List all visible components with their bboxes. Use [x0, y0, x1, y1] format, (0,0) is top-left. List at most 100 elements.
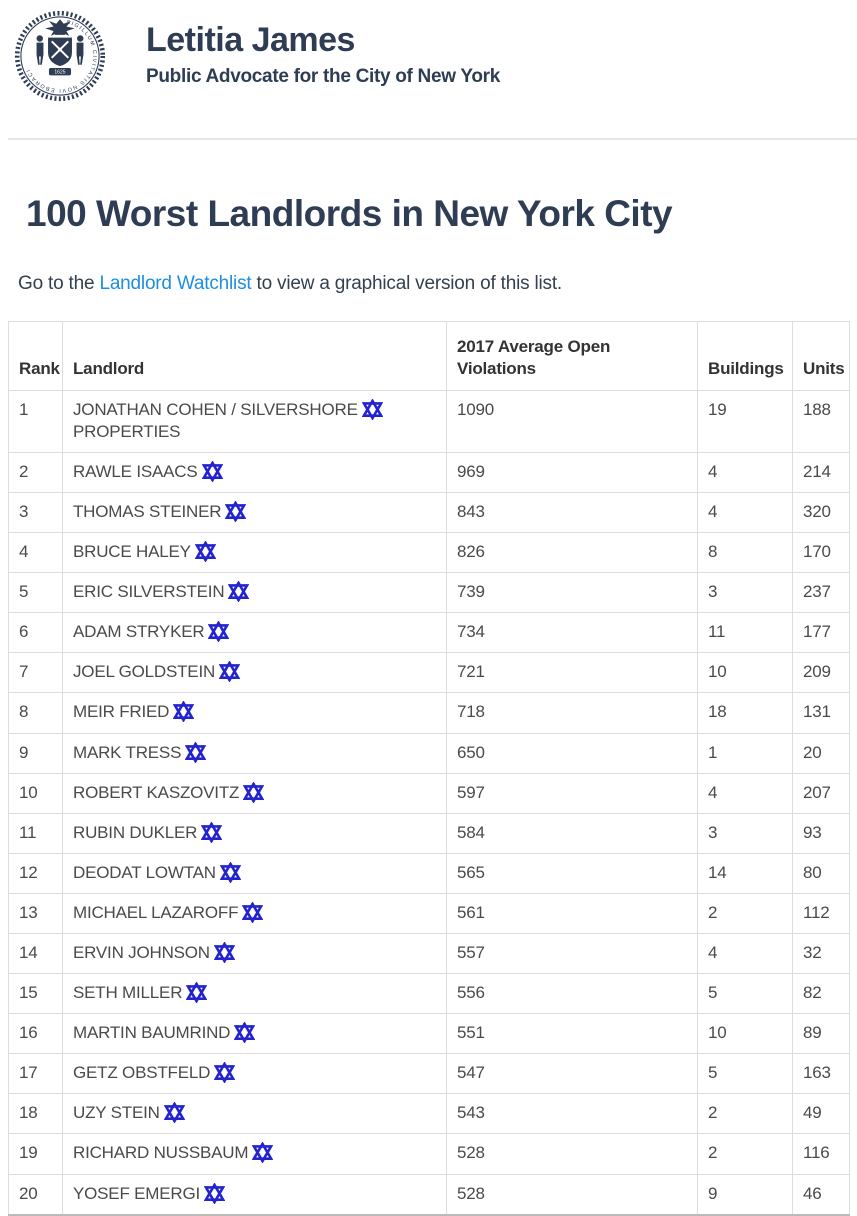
- violations-cell: 528: [446, 1173, 698, 1216]
- nyc-seal-logo[interactable]: SIGILLUM CIVITATIS NOVI EBORACI 1625: [14, 10, 106, 102]
- units-cell: 320: [792, 491, 850, 534]
- landlord-cell: BRUCE HALEY: [62, 532, 447, 574]
- buildings-cell: 10: [697, 1013, 793, 1055]
- star-of-david-icon: [213, 1061, 236, 1084]
- table-row: 18 UZY STEIN 543 2 49: [8, 1093, 850, 1135]
- table-row: 5 ERIC SILVERSTEIN 739 3 237: [8, 572, 850, 614]
- table-row: 16 MARTIN BAUMRIND 551 10 89: [8, 1013, 850, 1055]
- landlord-name: SETH MILLER: [73, 983, 183, 1003]
- star-of-david-icon: [233, 1021, 256, 1044]
- landlord-cell: RAWLE ISAACS: [62, 451, 447, 493]
- landlord-cell: UZY STEIN: [62, 1093, 447, 1135]
- violations-cell: 528: [446, 1133, 698, 1175]
- star-of-david-icon: [218, 660, 241, 684]
- buildings-cell: 4: [697, 772, 793, 814]
- star-of-david-icon: [184, 740, 207, 764]
- table-row: 4 BRUCE HALEY 826 8 170: [8, 532, 850, 574]
- units-cell: 177: [792, 612, 850, 654]
- buildings-cell: 1: [697, 732, 793, 774]
- violations-cell: 557: [446, 932, 698, 975]
- rank-cell: 19: [8, 1133, 63, 1175]
- landlord-cell: JONATHAN COHEN / SILVERSHORE PROPERTIES: [62, 389, 447, 453]
- buildings-cell: 3: [697, 812, 793, 854]
- violations-cell: 1090: [446, 389, 698, 453]
- landlord-cell: MICHAEL LAZAROFF: [62, 892, 447, 935]
- column-header-violations: 2017 Average Open Violations: [446, 320, 698, 391]
- landlord-name: RUBIN DUKLER: [73, 822, 198, 842]
- main-content: 100 Worst Landlords in New York City Go …: [0, 193, 857, 1216]
- rank-cell: 1: [8, 389, 63, 453]
- buildings-cell: 19: [697, 389, 793, 453]
- violations-cell: 547: [446, 1053, 698, 1095]
- units-cell: 112: [792, 892, 850, 935]
- landlord-cell: ROBERT KASZOVITZ: [62, 772, 447, 814]
- landlord-name: MEIR FRIED: [73, 702, 170, 722]
- violations-cell: 650: [446, 732, 698, 774]
- units-cell: 163: [792, 1053, 850, 1095]
- landlord-name: DEODAT LOWTAN: [73, 862, 216, 882]
- rank-cell: 4: [8, 532, 63, 574]
- landlord-cell: RICHARD NUSSBAUM: [62, 1133, 447, 1175]
- table-row: 7 JOEL GOLDSTEIN 721 10 209: [8, 652, 850, 694]
- landlord-cell: ERVIN JOHNSON: [62, 932, 447, 975]
- buildings-cell: 4: [697, 932, 793, 975]
- seal-left-figure: [36, 35, 44, 65]
- table-row: 3 THOMAS STEINER 843 4 320: [8, 491, 850, 534]
- table-row: 19 RICHARD NUSSBAUM 528 2 116: [8, 1133, 850, 1175]
- landlord-cell: ADAM STRYKER: [62, 612, 447, 654]
- rank-cell: 14: [8, 932, 63, 975]
- buildings-cell: 2: [697, 892, 793, 935]
- rank-cell: 9: [8, 732, 63, 774]
- site-header: SIGILLUM CIVITATIS NOVI EBORACI 1625 Let…: [0, 0, 857, 102]
- violations-cell: 584: [446, 812, 698, 854]
- landlord-watchlist-link[interactable]: Landlord Watchlist: [99, 272, 252, 294]
- star-of-david-icon: [208, 620, 230, 643]
- landlord-name: MARK TRESS: [73, 742, 182, 762]
- landlord-cell: MARTIN BAUMRIND: [62, 1013, 447, 1055]
- violations-cell: 734: [446, 612, 698, 654]
- landlords-table: Rank Landlord 2017 Average Open Violatio…: [8, 320, 850, 1216]
- landlord-name: BRUCE HALEY: [73, 542, 191, 562]
- buildings-cell: 5: [697, 973, 793, 1015]
- buildings-cell: 2: [697, 1093, 793, 1135]
- landlord-name: ADAM STRYKER: [73, 622, 205, 642]
- star-of-david-icon: [213, 941, 236, 964]
- units-cell: 116: [792, 1133, 850, 1175]
- rank-cell: 17: [8, 1053, 63, 1095]
- rank-cell: 18: [8, 1093, 63, 1135]
- rank-cell: 16: [8, 1013, 63, 1055]
- star-of-david-icon: [172, 700, 195, 724]
- landlord-name: RICHARD NUSSBAUM: [73, 1143, 249, 1163]
- star-of-david-icon: [361, 398, 384, 421]
- star-of-david-icon: [203, 1181, 226, 1205]
- nyc-seal-icon: SIGILLUM CIVITATIS NOVI EBORACI 1625: [14, 10, 106, 102]
- units-cell: 80: [792, 852, 850, 894]
- buildings-cell: 8: [697, 532, 793, 574]
- star-of-david-icon: [185, 981, 208, 1004]
- landlord-table-body: 1 JONATHAN COHEN / SILVERSHORE PROPERTIE…: [8, 389, 850, 1216]
- violations-cell: 739: [446, 572, 698, 614]
- landlord-name: MARTIN BAUMRIND: [73, 1023, 231, 1043]
- violations-cell: 543: [446, 1093, 698, 1135]
- units-cell: 20: [792, 732, 850, 774]
- violations-cell: 597: [446, 772, 698, 814]
- star-of-david-icon: [242, 780, 265, 804]
- table-row: 10 ROBERT KASZOVITZ 597 4 207: [8, 772, 850, 814]
- seal-year: 1625: [54, 70, 65, 76]
- violations-cell: 556: [446, 973, 698, 1015]
- buildings-cell: 9: [697, 1173, 793, 1216]
- table-row: 8 MEIR FRIED 718 18 131: [8, 692, 850, 734]
- rank-cell: 8: [8, 692, 63, 734]
- star-of-david-icon: [163, 1101, 186, 1125]
- violations-cell: 551: [446, 1013, 698, 1055]
- units-cell: 32: [792, 932, 850, 975]
- units-cell: 207: [792, 772, 850, 814]
- landlord-cell: GETZ OBSTFELD: [62, 1053, 447, 1095]
- violations-cell: 969: [446, 451, 698, 493]
- landlord-cell: THOMAS STEINER: [62, 491, 447, 534]
- rank-cell: 2: [8, 451, 63, 493]
- landlord-cell: DEODAT LOWTAN: [62, 852, 447, 894]
- landlord-cell: ERIC SILVERSTEIN: [62, 572, 447, 614]
- brand-subtitle: Public Advocate for the City of New York: [146, 66, 500, 88]
- violations-cell: 718: [446, 692, 698, 734]
